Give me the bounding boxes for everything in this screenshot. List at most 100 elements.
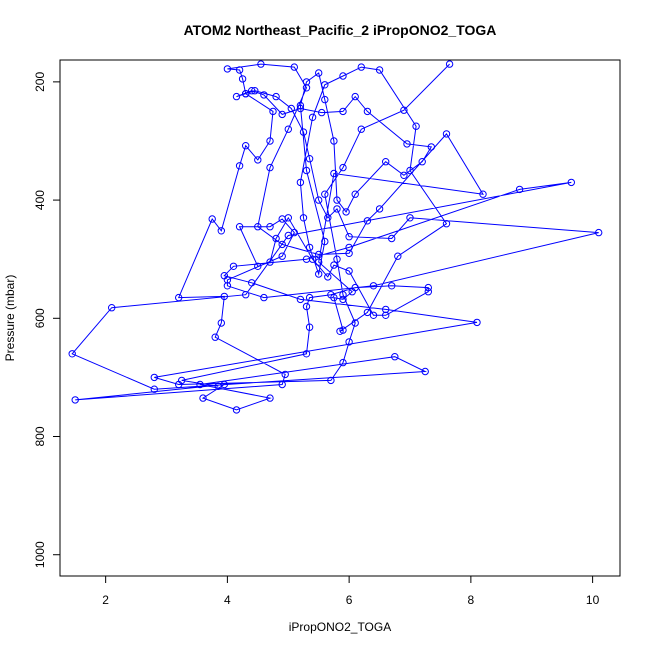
data-point	[266, 137, 274, 145]
data-point	[330, 261, 338, 269]
data-point	[363, 308, 372, 317]
data-point	[363, 107, 372, 116]
data-point	[284, 231, 292, 240]
data-point	[330, 137, 338, 145]
data-point	[278, 380, 286, 389]
data-point	[299, 128, 308, 136]
data-point	[442, 130, 451, 138]
data-point	[339, 107, 347, 116]
data-point	[296, 104, 305, 113]
data-point	[400, 171, 408, 180]
data-point	[391, 353, 399, 361]
data-point	[406, 214, 414, 222]
data-point	[327, 376, 335, 385]
data-point	[302, 302, 311, 311]
data-point	[412, 122, 420, 130]
data-point	[363, 217, 372, 225]
data-point	[369, 282, 378, 290]
y-tick-label: 600	[33, 308, 47, 328]
data-point	[321, 81, 329, 89]
data-point	[108, 304, 116, 312]
x-tick-label: 2	[102, 593, 109, 607]
data-point	[296, 101, 305, 110]
data-point	[208, 215, 216, 223]
data-point	[290, 228, 298, 237]
data-point	[351, 190, 359, 198]
data-point	[302, 78, 311, 86]
data-point	[342, 208, 350, 216]
data-point	[315, 196, 323, 204]
data-point	[324, 273, 332, 281]
data-point	[266, 223, 274, 231]
data-point	[305, 293, 314, 302]
x-axis-label: iPropONO2_TOGA	[289, 620, 391, 634]
data-point	[394, 252, 402, 260]
x-tick-label: 6	[346, 593, 353, 607]
data-point	[321, 95, 329, 104]
y-tick-label: 1000	[33, 541, 47, 568]
x-axis-ticks: 2 4 6 8 10	[102, 576, 600, 607]
data-point	[345, 267, 353, 275]
data-point	[308, 113, 317, 122]
data-point	[242, 90, 250, 98]
data-point	[305, 243, 314, 252]
x-tick-label: 8	[468, 593, 475, 607]
data-point	[400, 106, 408, 114]
data-point	[302, 166, 311, 175]
data-point	[330, 169, 338, 178]
y-tick-label: 800	[33, 426, 47, 446]
data-point	[345, 338, 353, 346]
data-point	[220, 292, 229, 301]
data-point	[339, 163, 347, 172]
data-point	[254, 262, 262, 270]
data-point	[318, 108, 326, 117]
data-point	[287, 104, 295, 113]
data-point	[315, 69, 323, 77]
data-point	[299, 214, 308, 222]
data-point	[199, 394, 207, 402]
data-point	[357, 125, 365, 133]
data-point	[296, 295, 305, 304]
data-point	[150, 373, 159, 382]
data-point	[278, 110, 286, 119]
data-point	[290, 63, 298, 71]
data-point	[278, 240, 286, 249]
data-point	[305, 155, 314, 163]
data-point	[269, 107, 277, 116]
data-point	[424, 288, 432, 296]
data-point	[232, 406, 241, 414]
data-point	[260, 293, 268, 302]
data-point	[345, 249, 353, 258]
data-point	[333, 255, 341, 263]
data-point	[235, 162, 244, 170]
data-point	[284, 125, 292, 133]
data-point	[223, 65, 232, 73]
series-line	[71, 63, 599, 411]
data-point	[333, 205, 341, 213]
data-point	[427, 143, 435, 151]
data-point	[260, 91, 268, 99]
data-point	[375, 205, 384, 213]
data-point	[223, 276, 232, 284]
data-point	[327, 291, 335, 299]
series-group	[68, 60, 603, 414]
data-point	[339, 291, 347, 299]
data-point	[515, 185, 524, 194]
x-tick-label: 10	[586, 593, 600, 607]
data-point	[278, 252, 286, 260]
data-point	[442, 220, 451, 228]
data-point	[254, 156, 262, 164]
data-point	[196, 380, 204, 389]
y-tick-label: 400	[33, 190, 47, 210]
data-point	[211, 333, 219, 341]
y-axis-ticks: 200 400 600 800 1000	[33, 72, 60, 568]
data-point	[242, 291, 250, 299]
data-point	[339, 72, 347, 80]
data-point	[305, 323, 314, 331]
data-point	[302, 350, 311, 358]
data-point	[382, 311, 390, 319]
data-point	[248, 87, 256, 95]
data-point	[333, 196, 341, 204]
y-axis-label: Pressure (mbar)	[3, 275, 17, 362]
data-point	[445, 60, 454, 68]
